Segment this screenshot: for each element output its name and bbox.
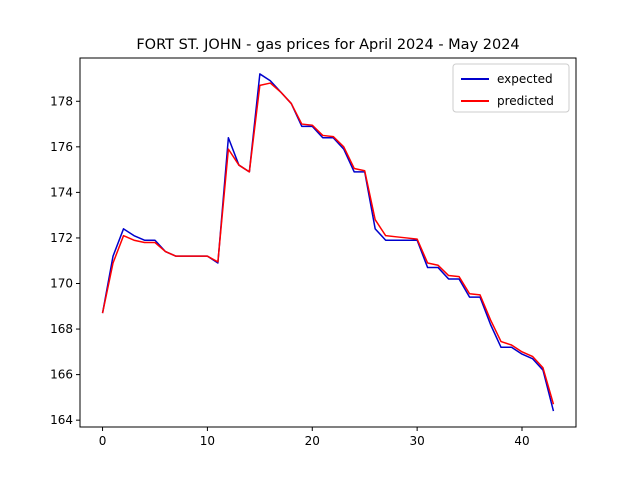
y-tick-label: 170 <box>50 277 73 291</box>
y-tick-label: 164 <box>50 413 73 427</box>
y-tick-label: 178 <box>50 94 73 108</box>
plot-frame <box>79 57 577 428</box>
legend: expected predicted <box>452 63 570 113</box>
chart-title: FORT ST. JOHN - gas prices for April 202… <box>136 37 519 53</box>
x-tick-label: 0 <box>99 434 107 448</box>
y-axis: 164 166 168 170 172 174 176 178 <box>50 94 80 427</box>
y-tick-label: 174 <box>50 185 73 199</box>
x-tick-label: 30 <box>409 434 424 448</box>
x-tick-label: 10 <box>200 434 215 448</box>
y-tick-label: 168 <box>50 322 73 336</box>
series-line-predicted <box>101 82 555 405</box>
plot-lines <box>101 73 555 412</box>
legend-label-predicted: predicted <box>497 94 554 108</box>
legend-label-expected: expected <box>497 72 553 86</box>
y-tick-label: 172 <box>50 231 73 245</box>
y-tick-label: 166 <box>50 368 73 382</box>
x-tick-label: 20 <box>305 434 320 448</box>
y-tick-label: 176 <box>50 140 73 154</box>
x-axis: 0 10 20 30 40 <box>99 427 530 448</box>
x-tick-label: 40 <box>514 434 529 448</box>
